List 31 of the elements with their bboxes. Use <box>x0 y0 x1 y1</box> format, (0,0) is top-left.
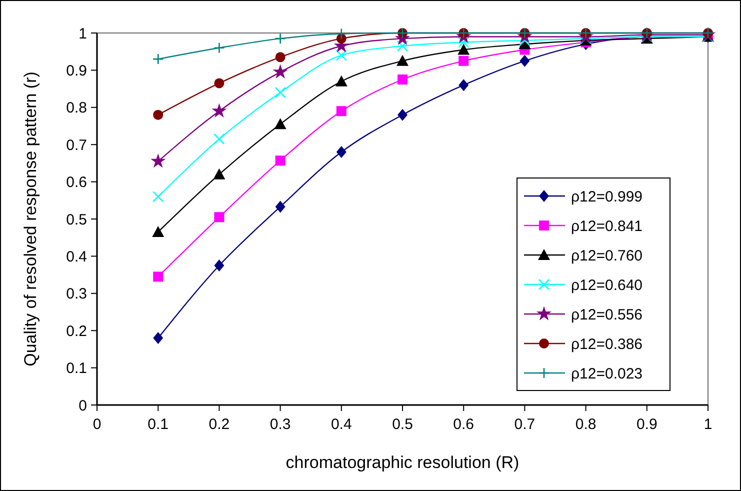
legend-label: ρ12=0.386 <box>571 336 643 353</box>
legend-label: ρ12=0.841 <box>571 218 643 235</box>
y-axis-title: Quality of resolved response pattern (r) <box>21 72 40 366</box>
x-tick-label: 0.8 <box>575 416 596 433</box>
x-tick-label: 0.3 <box>270 416 291 433</box>
x-tick-label: 0.6 <box>453 416 474 433</box>
x-tick-label: 0.1 <box>148 416 169 433</box>
y-tick-label: 0.7 <box>66 136 87 154</box>
y-tick-label: 0.5 <box>66 211 87 228</box>
y-tick-label: 0.2 <box>66 322 87 340</box>
legend-label: ρ12=0.023 <box>571 365 643 382</box>
y-tick-label: 0.8 <box>66 100 87 117</box>
x-tick-label: 0.4 <box>330 416 352 433</box>
x-tick-label: 0 <box>92 416 102 433</box>
x-tick-label: 1 <box>704 416 712 433</box>
y-tick-label: 0.6 <box>66 174 87 192</box>
legend-label: ρ12=0.999 <box>571 188 643 206</box>
x-tick-label: 0.5 <box>392 416 413 433</box>
y-tick-label: 0.3 <box>66 286 87 303</box>
legend-label: ρ12=0.640 <box>571 276 643 294</box>
y-tick-label: 1 <box>78 25 87 42</box>
legend-label: ρ12=0.760 <box>571 247 643 264</box>
y-tick-label: 0.1 <box>66 360 87 378</box>
x-tick-label: 0.2 <box>208 416 230 433</box>
y-tick-label: 0.9 <box>66 62 87 80</box>
x-axis-title: chromatographic resolution (R) <box>286 453 520 472</box>
legend-label: ρ12=0.556 <box>571 306 643 324</box>
x-tick-label: 0.9 <box>636 416 658 433</box>
x-tick-label: 0.7 <box>514 416 536 433</box>
y-tick-label: 0 <box>78 397 87 414</box>
y-tick-label: 0.4 <box>66 248 87 266</box>
